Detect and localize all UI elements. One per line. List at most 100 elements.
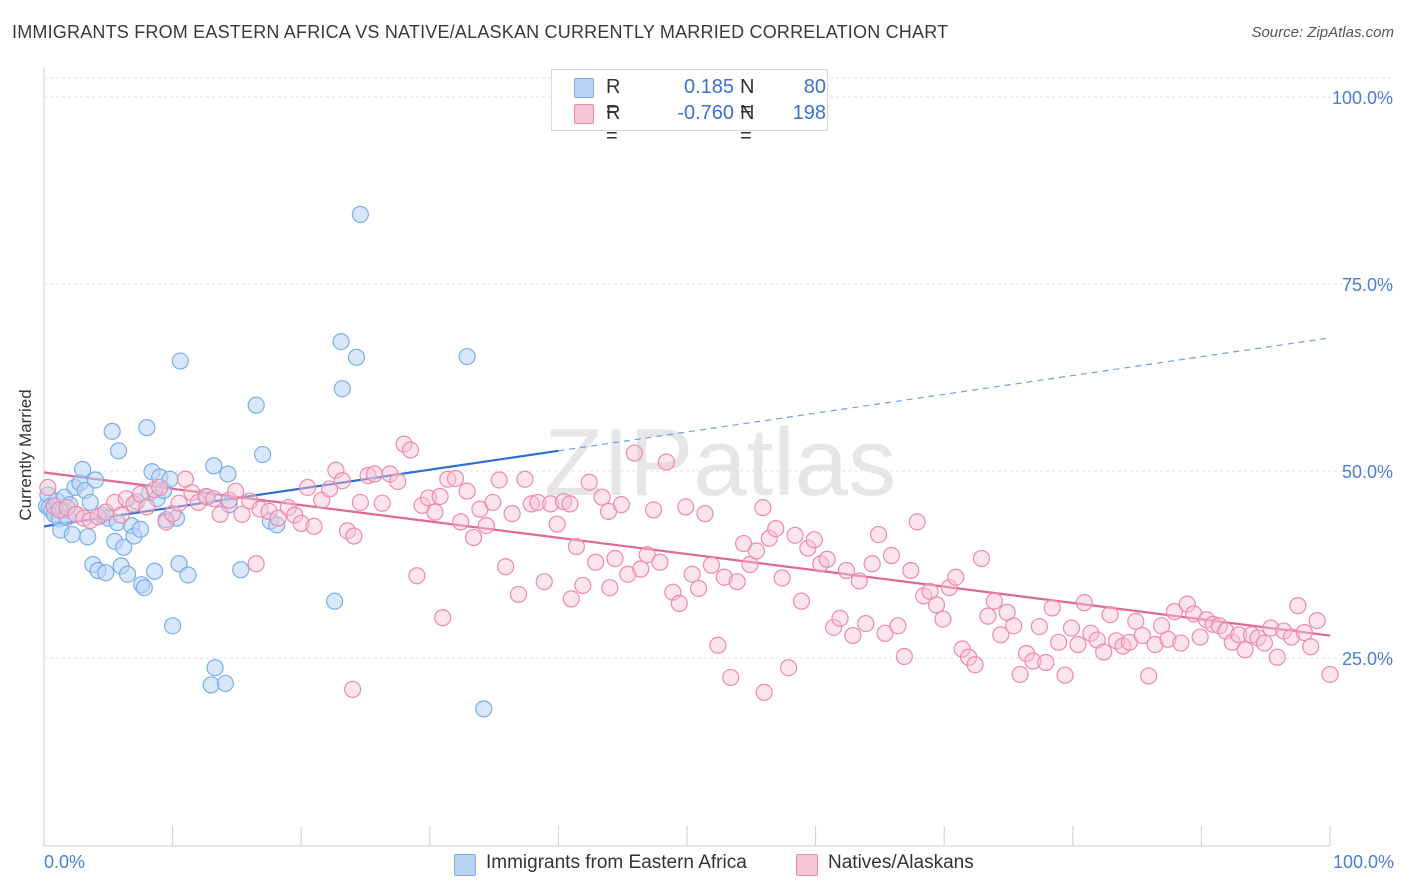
- data-point-natives: [58, 499, 76, 517]
- chart-source: Source: ZipAtlas.com: [1251, 24, 1394, 41]
- axes: [43, 68, 1331, 847]
- data-point-natives: [779, 659, 798, 677]
- data-point-immigrants: [97, 564, 115, 582]
- data-point-immigrants: [205, 457, 223, 475]
- data-point-natives: [320, 480, 339, 498]
- data-point-natives: [269, 509, 287, 527]
- data-point-natives: [220, 491, 238, 509]
- data-point-immigrants: [475, 700, 493, 718]
- data-point-natives: [1037, 653, 1055, 672]
- data-point-natives: [1236, 641, 1254, 659]
- data-point-immigrants: [351, 205, 369, 224]
- data-point-immigrants: [79, 528, 97, 546]
- data-point-natives: [373, 494, 391, 512]
- correlation-legend: R = 0.185 N = 80 R = -0.760 N = 198: [551, 69, 828, 147]
- legend-n-label: N =: [740, 102, 755, 147]
- data-point-natives: [947, 568, 965, 586]
- data-point-natives: [863, 555, 881, 573]
- legend-swatch-pink: [796, 854, 818, 876]
- data-point-natives: [431, 487, 449, 506]
- data-point-natives: [767, 519, 785, 538]
- data-point-immigrants: [131, 520, 150, 538]
- series-immigrants-points: [37, 205, 493, 718]
- data-point-natives: [426, 503, 444, 521]
- y-tick-labels: 25.0% 50.0% 75.0% 100.0%: [1332, 88, 1393, 669]
- data-point-natives: [1095, 643, 1113, 661]
- data-point-immigrants: [135, 579, 153, 597]
- data-point-natives: [715, 568, 733, 586]
- data-point-natives: [625, 444, 643, 462]
- data-point-natives: [205, 490, 223, 508]
- data-point-natives: [895, 647, 913, 666]
- data-point-natives: [1133, 626, 1151, 645]
- data-point-natives: [446, 469, 465, 488]
- data-point-natives: [677, 498, 695, 516]
- y-tick-label: 50.0%: [1342, 462, 1393, 482]
- data-point-natives: [825, 618, 843, 636]
- chart-title: IMMIGRANTS FROM EASTERN AFRICA VS NATIVE…: [12, 22, 949, 42]
- data-point-natives: [408, 567, 426, 585]
- data-point-natives: [365, 465, 384, 483]
- data-point-natives: [548, 515, 566, 533]
- data-point-natives: [509, 585, 528, 604]
- data-point-immigrants: [179, 566, 197, 584]
- legend-label: Immigrants from Eastern Africa: [486, 852, 747, 873]
- data-point-natives: [503, 505, 521, 523]
- data-point-natives: [151, 478, 169, 497]
- data-point-natives: [882, 546, 901, 565]
- data-point-natives: [39, 478, 57, 497]
- trend-line-immigrants: [43, 449, 559, 528]
- x-tick-min: 0.0%: [44, 852, 86, 872]
- data-point-natives: [351, 493, 369, 512]
- data-point-natives: [260, 502, 278, 520]
- data-point-natives: [1146, 635, 1164, 654]
- data-point-immigrants: [170, 555, 188, 573]
- data-point-immigrants: [332, 332, 350, 351]
- data-point-immigrants: [232, 561, 250, 579]
- data-point-natives: [902, 561, 920, 580]
- data-point-natives: [497, 558, 515, 576]
- data-point-natives: [972, 549, 991, 568]
- legend-r-value: 0.185: [683, 76, 734, 98]
- data-point-natives: [75, 509, 93, 527]
- data-point-natives: [395, 435, 413, 453]
- data-point-immigrants: [164, 617, 182, 635]
- data-point-natives: [401, 441, 420, 459]
- data-point-natives: [1062, 619, 1081, 637]
- data-point-immigrants: [138, 419, 156, 437]
- data-point-natives: [876, 624, 894, 642]
- data-point-natives: [702, 556, 721, 574]
- data-point-natives: [554, 493, 573, 511]
- data-point-natives: [112, 506, 130, 524]
- data-point-natives: [754, 499, 772, 517]
- data-point-natives: [233, 505, 251, 523]
- data-point-natives: [1302, 638, 1320, 656]
- data-point-natives: [183, 484, 201, 502]
- data-point-natives: [792, 592, 811, 610]
- data-point-natives: [638, 546, 656, 564]
- data-point-immigrants: [347, 348, 366, 366]
- data-point-natives: [979, 607, 997, 625]
- data-point-natives: [567, 537, 586, 556]
- data-point-immigrants: [103, 422, 121, 440]
- legend-swatch-blue: [454, 854, 476, 876]
- data-point-natives: [211, 505, 229, 523]
- data-point-natives: [1308, 611, 1326, 630]
- data-point-natives: [689, 579, 708, 598]
- watermark: ZIPatlas: [544, 409, 896, 516]
- data-point-natives: [734, 534, 753, 553]
- legend-r-label: R =: [606, 76, 621, 121]
- data-point-natives: [1321, 665, 1339, 684]
- data-point-natives: [857, 614, 875, 633]
- y-tick-label: 100.0%: [1332, 88, 1393, 108]
- data-point-natives: [870, 525, 888, 544]
- data-point-natives: [709, 636, 727, 654]
- legend-n-value: 80: [803, 76, 826, 98]
- legend-r-value: -0.760: [677, 102, 734, 124]
- data-point-natives: [670, 594, 688, 612]
- data-point-natives: [170, 494, 188, 512]
- legend-swatch-blue: [574, 78, 594, 98]
- data-point-natives: [1268, 648, 1286, 666]
- data-point-natives: [1011, 665, 1029, 684]
